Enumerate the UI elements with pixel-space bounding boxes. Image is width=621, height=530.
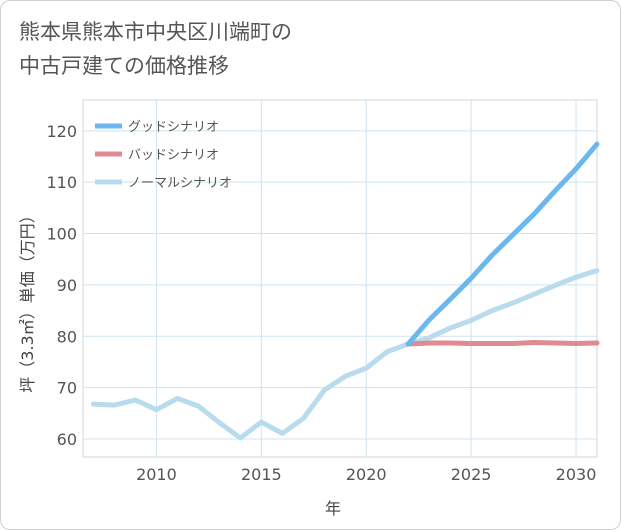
legend-label-0: グッドシナリオ <box>128 120 219 135</box>
series-lines <box>90 141 600 441</box>
y-tick-label: 110 <box>46 173 77 192</box>
series-line-0 <box>405 141 600 347</box>
x-tick-label: 2025 <box>451 465 492 484</box>
series-line-1 <box>405 339 600 347</box>
legend-label-2: ノーマルシナリオ <box>128 176 232 191</box>
x-tick-label: 2020 <box>346 465 387 484</box>
x-axis-label: 年 <box>325 499 341 518</box>
y-tick-label: 60 <box>57 430 77 449</box>
y-tick-label: 120 <box>46 122 77 141</box>
plot-area-border <box>82 99 598 458</box>
chart-title-line1: 熊本県熊本市中央区川端町の <box>19 20 292 44</box>
axis-ticks: 2010 2015 2020 2025 2030 60 70 80 90 100 110 120 <box>46 122 596 484</box>
x-tick-label: 2030 <box>556 465 597 484</box>
x-tick-label: 2010 <box>136 465 177 484</box>
y-tick-label: 100 <box>46 225 77 244</box>
series-line-2 <box>90 268 600 441</box>
legend-label-1: バッドシナリオ <box>128 148 219 163</box>
y-tick-label: 90 <box>57 276 77 295</box>
grid-lines <box>83 100 597 457</box>
chart-title: 熊本県熊本市中央区川端町の 中古戸建ての価格推移 <box>19 15 292 83</box>
chart-title-line2: 中古戸建ての価格推移 <box>19 54 229 78</box>
y-tick-label: 70 <box>57 379 77 398</box>
y-tick-label: 80 <box>57 327 77 346</box>
x-tick-label: 2015 <box>241 465 282 484</box>
y-axis-label: 坪（3.3㎡）単価（万円） <box>18 207 37 392</box>
